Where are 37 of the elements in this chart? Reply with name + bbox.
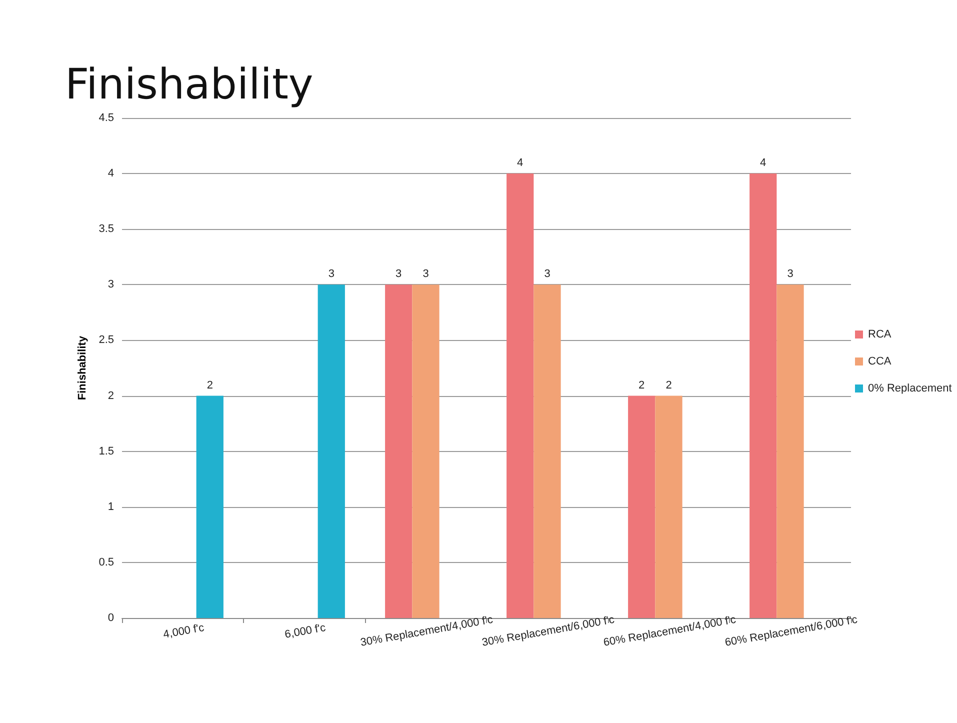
y-tick-label: 0	[108, 612, 114, 624]
x-tick-label: 6,000 f'c	[284, 622, 328, 641]
data-label: 3	[328, 268, 334, 280]
y-tick-label: 2.5	[98, 334, 114, 346]
data-label: 3	[396, 268, 402, 280]
data-label: 2	[638, 379, 645, 392]
y-tick-label: 1	[108, 500, 114, 513]
legend-label: RCA	[868, 328, 892, 340]
legend-label: 0% Replacement	[868, 382, 952, 394]
data-label: 3	[422, 268, 429, 280]
data-label: 3	[787, 268, 794, 280]
legend-label: CCA	[868, 356, 892, 368]
bar	[750, 174, 777, 618]
data-label: 3	[544, 268, 550, 280]
y-tick-label: 0.5	[98, 556, 114, 568]
data-label: 2	[666, 379, 672, 392]
bar	[412, 284, 440, 618]
data-label: 4	[517, 157, 524, 170]
y-tick-label: 2	[108, 390, 114, 402]
chart-title: Finishability	[65, 60, 314, 108]
data-label: 4	[760, 157, 766, 170]
y-tick-label: 4	[108, 168, 114, 180]
y-tick-label: 3	[108, 278, 114, 291]
bar	[776, 284, 804, 618]
y-tick-label: 4.5	[98, 112, 114, 124]
bar	[628, 396, 656, 618]
bar	[655, 396, 682, 618]
bar	[196, 396, 224, 618]
y-tick-label: 1.5	[98, 445, 114, 458]
bar	[385, 284, 412, 618]
data-label: 2	[206, 379, 213, 392]
y-axis-title: Finishability	[76, 335, 88, 400]
bar	[506, 174, 534, 618]
bar	[318, 284, 345, 618]
bar	[534, 284, 561, 618]
x-tick-label: 4,000 f'c	[162, 622, 206, 641]
y-tick-label: 3.5	[98, 223, 114, 236]
